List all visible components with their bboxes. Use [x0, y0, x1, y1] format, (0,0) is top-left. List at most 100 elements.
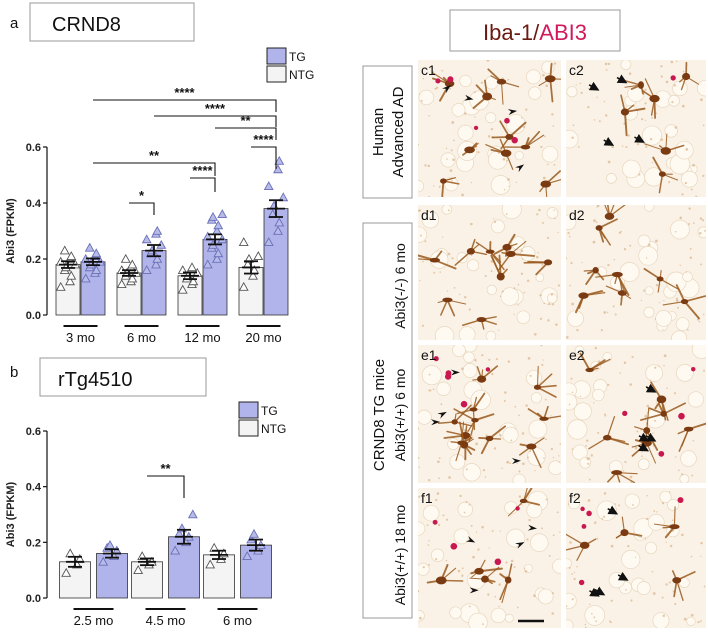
speckle [536, 213, 539, 216]
chart-panel-a: 0.0 0.2 0.4 0.6 Abi3 (FPKM) 3 mo 6 mo 12 mo 20 m… [5, 85, 289, 345]
speckle [436, 492, 440, 495]
microglia-process [472, 392, 486, 411]
speckle [544, 398, 547, 401]
speckle [566, 257, 568, 260]
speckle [442, 514, 445, 517]
speckle [465, 468, 468, 471]
speckle [571, 391, 574, 394]
speckle [673, 84, 676, 87]
speckle [507, 78, 510, 81]
speckle [521, 462, 525, 466]
histology-tile-d1: d1 [418, 205, 561, 340]
speckle [552, 303, 555, 306]
speckle [534, 470, 536, 472]
nucleus [504, 501, 518, 515]
data-point [65, 276, 75, 286]
data-point [249, 528, 259, 538]
speckle [418, 495, 421, 498]
microglia-body [611, 271, 623, 278]
histology-title-sep: / [533, 20, 540, 45]
speckle [438, 457, 441, 460]
microglia-process [652, 156, 664, 176]
speckle [556, 511, 559, 514]
nucleus [670, 219, 690, 240]
nucleus [490, 175, 511, 195]
nucleus [511, 236, 526, 251]
data-point [91, 265, 102, 275]
nucleus [501, 205, 522, 220]
speckle [703, 369, 705, 372]
significance-label: ** [160, 461, 171, 476]
speckle [586, 457, 590, 461]
speckle [548, 554, 551, 557]
speckle [658, 365, 660, 367]
speckle [678, 469, 680, 472]
microglia-process [523, 488, 528, 502]
speckle [581, 261, 583, 264]
nucleus [644, 167, 664, 187]
abi3-puncta [445, 370, 452, 377]
speckle [448, 87, 451, 90]
speckle [579, 82, 582, 85]
data-point [217, 209, 228, 219]
arrow-marker [607, 505, 619, 515]
nucleus [418, 521, 426, 536]
panel-a-legend: TG NTG [266, 47, 314, 83]
speckle [654, 318, 657, 320]
speckle [570, 262, 573, 265]
speckle [441, 236, 444, 238]
nucleus [675, 140, 694, 160]
histology-panel-label: c1 [421, 62, 436, 78]
speckle [546, 236, 550, 240]
speckle [690, 188, 693, 191]
microglia-body [579, 541, 590, 549]
speckle [551, 592, 554, 595]
speckle [621, 76, 623, 78]
speckle [607, 263, 610, 267]
speckle [587, 87, 590, 90]
speckle [655, 239, 658, 243]
histology-grid: c1 c2 d1 d2 e1 e2 f1 f2 [418, 60, 706, 628]
speckle [607, 383, 610, 387]
speckle [614, 503, 617, 505]
speckle [424, 240, 427, 243]
nucleus [680, 450, 697, 467]
speckle [641, 455, 643, 458]
microglia-process [446, 299, 456, 317]
arrow-marker [634, 133, 645, 143]
speckle [636, 142, 640, 146]
arrowhead-marker [450, 369, 460, 376]
significance-bracket [129, 202, 155, 215]
histology-tile-c1: c1 [418, 60, 561, 197]
speckle [612, 305, 615, 308]
row-label-box-human [362, 65, 413, 199]
arrowhead-marker [442, 85, 451, 94]
nucleus [537, 588, 554, 605]
abi3-puncta [658, 450, 665, 457]
speckle [604, 62, 608, 66]
speckle [448, 476, 451, 479]
nucleus [644, 541, 658, 555]
microglia-body [669, 524, 680, 530]
arrowhead-marker [515, 164, 525, 173]
speckle [653, 510, 656, 512]
chart-panel-b: 0.0 0.2 0.4 0.6 Abi3 (FPKM) 2.5 mo 4.5 mo 6 mo *… [5, 426, 272, 628]
speckle [700, 620, 702, 622]
speckle [595, 620, 598, 623]
speckle [434, 87, 437, 90]
microglia-body [520, 144, 531, 150]
nucleus [622, 159, 641, 179]
speckle [433, 271, 436, 274]
data-point [208, 211, 218, 221]
speckle [690, 613, 694, 617]
nucleus [696, 79, 706, 97]
nucleus [573, 402, 592, 421]
speckle [516, 545, 518, 548]
speckle [623, 361, 627, 365]
speckle [484, 476, 487, 478]
speckle [513, 313, 515, 315]
data-point [187, 509, 198, 519]
nucleus [644, 286, 654, 296]
speckle [419, 279, 421, 282]
speckle [674, 126, 678, 129]
